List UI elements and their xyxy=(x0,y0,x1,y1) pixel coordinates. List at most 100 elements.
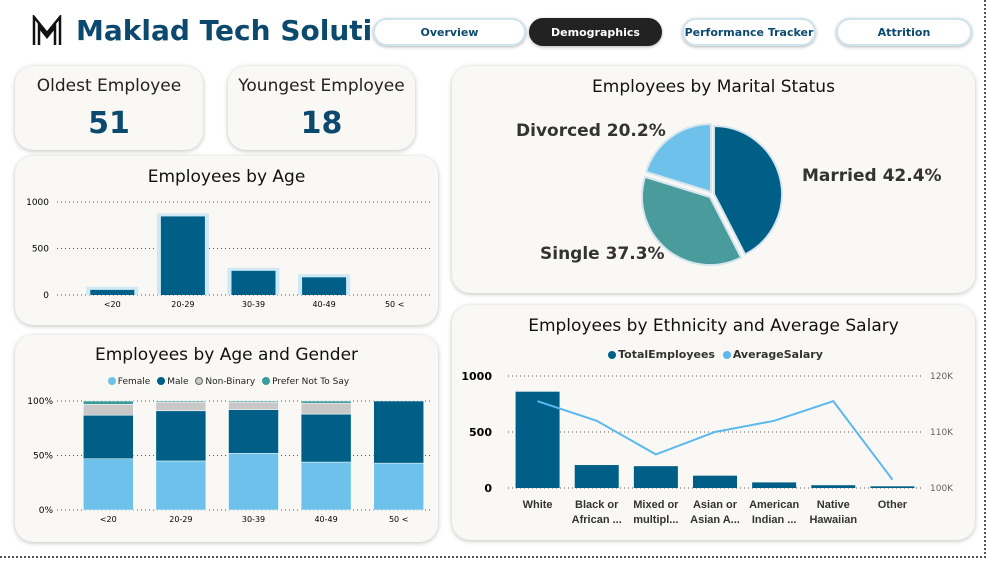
legend-prefer-not: Prefer Not To Say xyxy=(272,377,350,387)
pie-label-married: Married 42.4% xyxy=(802,166,942,186)
y2-tick-label: 100K xyxy=(930,484,954,494)
age-gender-legend: Female Male Non-Binary Prefer Not To Say xyxy=(15,377,438,387)
x-tick-label: White xyxy=(523,499,553,511)
x-tick-label: multipl... xyxy=(633,514,678,526)
y-tick-label: 100% xyxy=(27,397,53,407)
legend-female-icon xyxy=(107,377,116,385)
x-tick-label: African ... xyxy=(572,514,622,526)
x-tick-label: Black or xyxy=(575,499,619,511)
x-tick-label: 30-39 xyxy=(242,300,265,309)
y-tick-label: 0 xyxy=(484,482,492,495)
legend-non-binary: Non-Binary xyxy=(205,377,256,387)
bar xyxy=(515,391,560,488)
bar-segment-prefer-not-to-say xyxy=(300,400,352,404)
oldest-employee-value: 51 xyxy=(88,106,130,141)
oldest-employee-label: Oldest Employee xyxy=(36,76,182,96)
app-title: Maklad Tech Solution xyxy=(76,14,412,47)
bar xyxy=(574,465,619,488)
bar-segment-female xyxy=(373,462,424,511)
bar-segment-male xyxy=(83,414,134,460)
nav-overview[interactable]: Overview xyxy=(373,18,526,46)
x-tick-label: Other xyxy=(878,499,908,511)
x-tick-label: Asian or xyxy=(693,499,738,511)
x-tick-label: <20 xyxy=(100,515,117,524)
bar-segment-female xyxy=(228,453,279,511)
pie-slice-married xyxy=(713,124,783,256)
x-tick-label: American xyxy=(749,499,799,511)
age-gender-chart-title: Employees by Age and Gender xyxy=(94,345,359,365)
x-tick-label: Indian ... xyxy=(752,514,797,526)
y-tick-label: 1000 xyxy=(461,370,492,383)
bar xyxy=(693,475,737,488)
pie-label-divorced: Divorced 20.2% xyxy=(516,121,666,141)
y-tick-label: 0% xyxy=(39,506,54,516)
bar-segment-male xyxy=(155,410,207,462)
bar-segment-male xyxy=(373,400,424,464)
ethnicity-chart-card: Employees by Ethnicity and Average Salar… xyxy=(452,305,975,540)
bar-segment-female xyxy=(83,458,134,511)
legend-average-salary-icon xyxy=(722,351,731,359)
y-tick-label: 500 xyxy=(32,245,49,255)
x-tick-label: Native xyxy=(817,499,850,511)
bar-segment-prefer-not-to-say xyxy=(155,400,207,403)
average-salary-line xyxy=(537,400,894,481)
youngest-employee-card: Youngest Employee 18 xyxy=(228,66,415,150)
x-tick-label: <20 xyxy=(104,300,121,309)
nav-attrition[interactable]: Attrition xyxy=(836,18,972,46)
nav-performance-tracker[interactable]: Performance Tracker xyxy=(682,18,816,46)
y-tick-label: 500 xyxy=(469,426,492,439)
legend-prefer-not-icon xyxy=(262,377,271,385)
bar xyxy=(633,466,678,488)
age-chart-card: Employees by Age 0 500 1000 <20 20-29 30-39 40… xyxy=(15,156,438,325)
bar-segment-non-binary xyxy=(300,402,352,415)
legend-total-employees-icon xyxy=(608,351,617,359)
x-tick-label: 40-49 xyxy=(314,515,337,524)
nav-demographics[interactable]: Demographics xyxy=(529,18,662,46)
bar-segment-non-binary xyxy=(83,404,134,416)
bar xyxy=(302,277,347,295)
x-tick-label: Mixed or xyxy=(633,499,679,511)
bar-segment-male xyxy=(300,413,352,463)
age-gender-chart: 0% 50% 100% <20 20-29 30-39 40-49 50 < xyxy=(27,397,430,524)
marital-pie-chart xyxy=(641,122,783,266)
bar xyxy=(811,485,856,488)
ethnicity-chart-title: Employees by Ethnicity and Average Salar… xyxy=(528,316,899,336)
x-tick-label: 40-49 xyxy=(312,300,335,309)
legend-average-salary: AverageSalary xyxy=(732,348,823,361)
bar-segment-non-binary xyxy=(228,401,279,410)
bar xyxy=(870,486,915,488)
bar xyxy=(90,289,135,295)
y2-tick-label: 120K xyxy=(930,372,954,382)
marital-chart-title: Employees by Marital Status xyxy=(592,77,835,97)
bar xyxy=(231,270,276,295)
bar xyxy=(752,482,797,488)
bar-segment-non-binary xyxy=(155,401,207,412)
y2-tick-label: 110K xyxy=(930,428,954,438)
pie-slice-divorced xyxy=(644,122,712,194)
x-tick-label: 50 < xyxy=(389,515,408,524)
logo-icon xyxy=(32,15,62,45)
x-tick-label: Hawaiian xyxy=(809,514,857,526)
ethnicity-chart: 0 100K 500 110K 1000 120K White Black or African… xyxy=(461,370,954,526)
x-tick-label: 20-29 xyxy=(169,515,192,524)
bar-segment-male xyxy=(228,409,279,454)
legend-non-binary-icon xyxy=(195,377,204,385)
y-tick-label: 0 xyxy=(43,291,49,301)
age-chart: 0 500 1000 <20 20-29 30-39 40-49 50 < xyxy=(26,198,430,309)
x-tick-label: 30-39 xyxy=(242,515,265,524)
bar-segment-prefer-not-to-say xyxy=(228,400,279,403)
x-tick-label: 20-29 xyxy=(171,300,194,309)
dashboard-frame-border xyxy=(0,0,986,558)
x-tick-label: Asian A... xyxy=(690,514,740,526)
legend-total-employees: TotalEmployees xyxy=(618,348,715,361)
age-gender-chart-card: Employees by Age and Gender Female Male … xyxy=(15,335,438,542)
ethnicity-legend: TotalEmployees AverageSalary xyxy=(452,348,975,361)
legend-male: Male xyxy=(167,377,189,387)
youngest-employee-label: Youngest Employee xyxy=(238,76,405,96)
legend-female: Female xyxy=(117,377,151,387)
x-tick-label: 50 < xyxy=(385,300,404,309)
bar-segment-prefer-not-to-say xyxy=(83,400,134,405)
bar-segment-female xyxy=(155,460,207,511)
youngest-employee-value: 18 xyxy=(300,106,343,141)
y-tick-label: 1000 xyxy=(26,198,49,208)
